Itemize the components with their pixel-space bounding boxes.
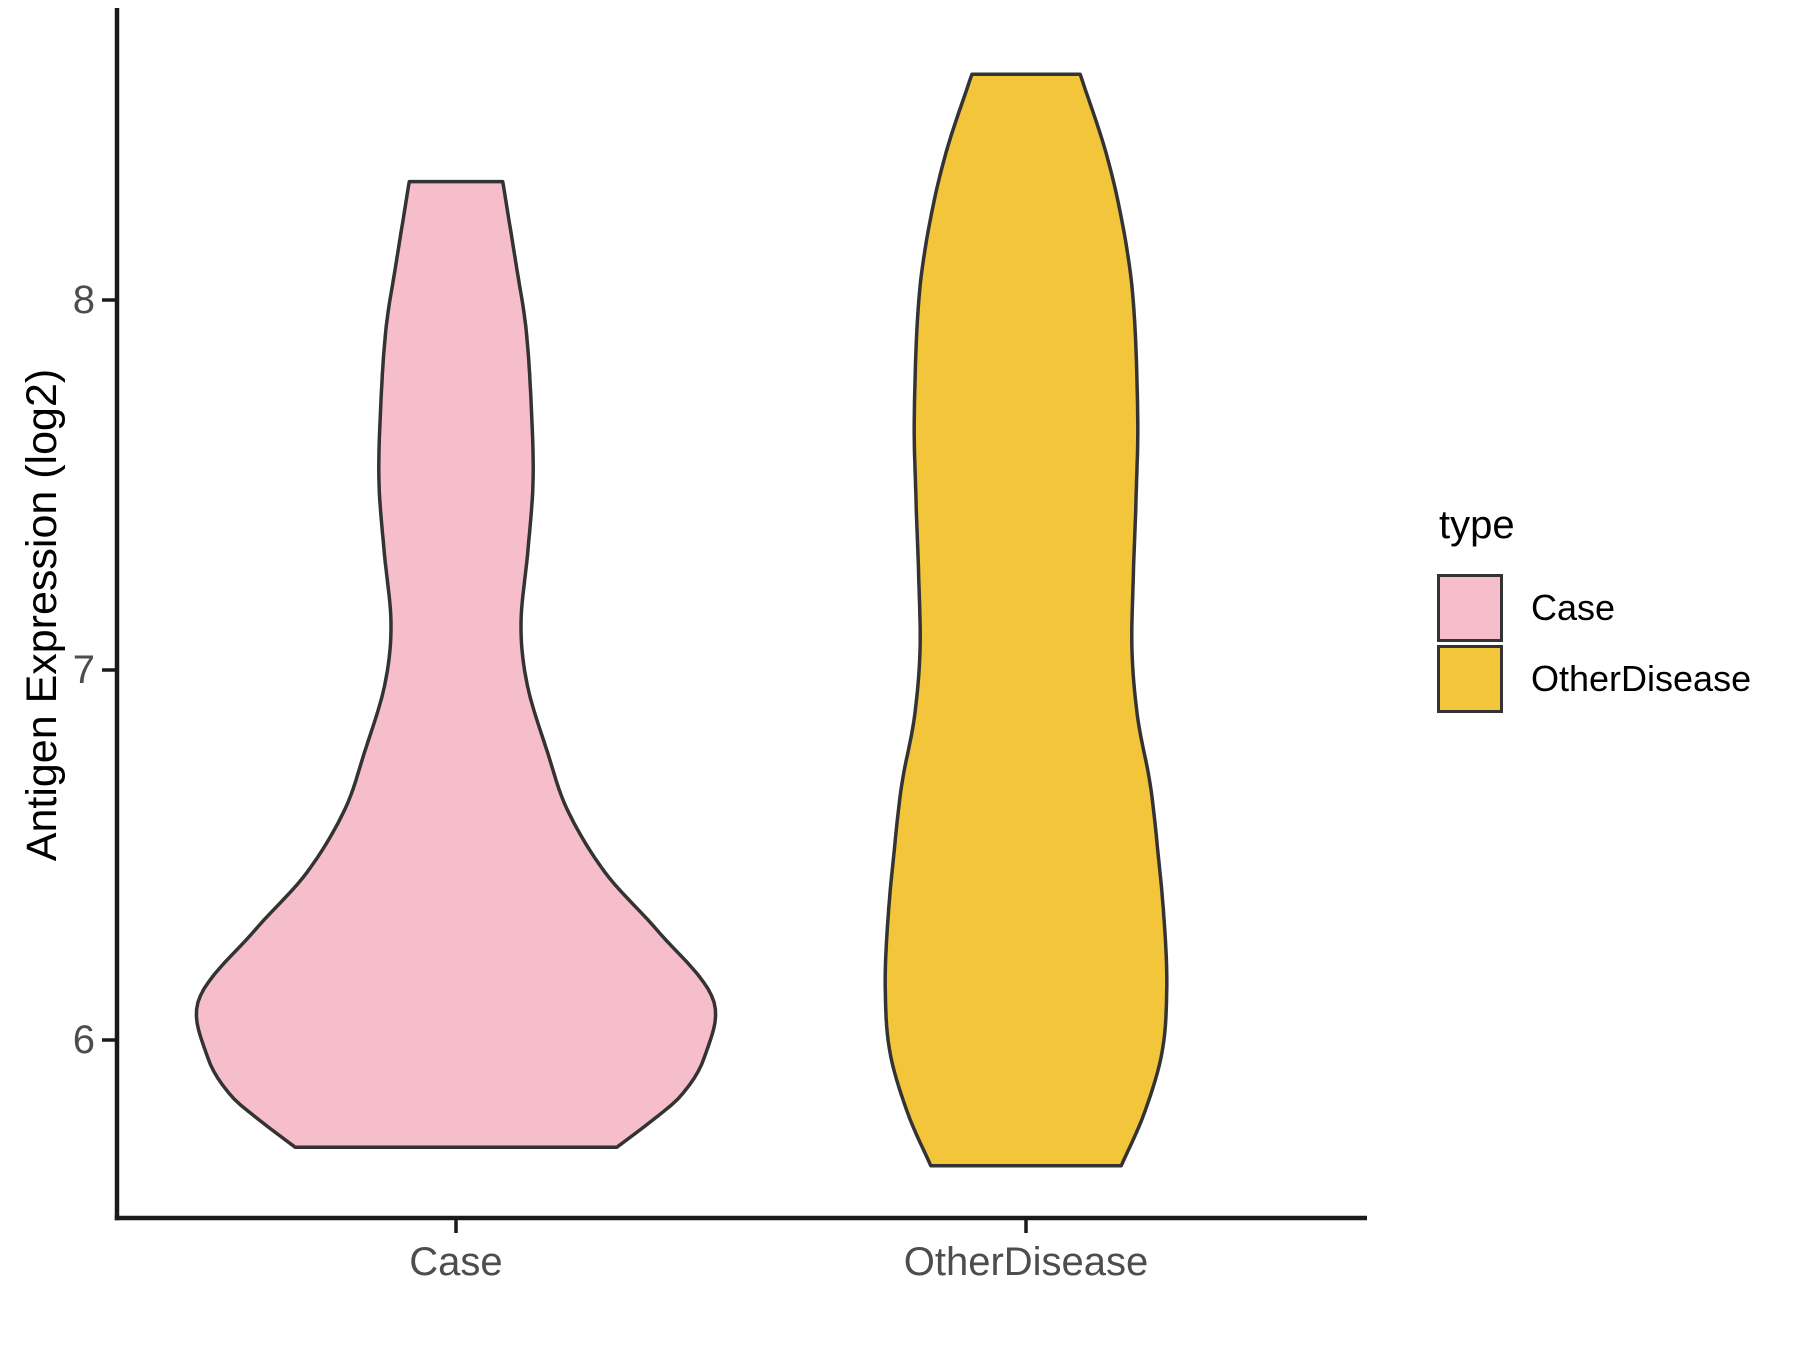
x-tick-label-case: Case [409, 1240, 503, 1284]
violin-otherdisease [883, 72, 1169, 1168]
legend: type Case OtherDisease [1437, 505, 1797, 715]
legend-label-otherdisease: OtherDisease [1531, 658, 1752, 699]
y-tick-label-8: 8 [72, 278, 95, 322]
legend-entry-case: Case [1437, 573, 1797, 643]
legend-entry-otherdisease: OtherDisease [1437, 644, 1797, 714]
legend-swatch-otherdisease [1437, 645, 1503, 713]
violin-case [194, 179, 718, 1150]
legend-swatch-case [1437, 574, 1503, 642]
legend-title: type [1439, 503, 1515, 547]
legend-label-case: Case [1531, 587, 1616, 628]
y-axis-title: Antigen Expression (log2) [18, 368, 66, 862]
y-tick-label-7: 7 [72, 648, 95, 692]
y-tick-label-6: 6 [72, 1018, 95, 1062]
x-tick-label-otherdisease: OtherDisease [903, 1240, 1149, 1284]
